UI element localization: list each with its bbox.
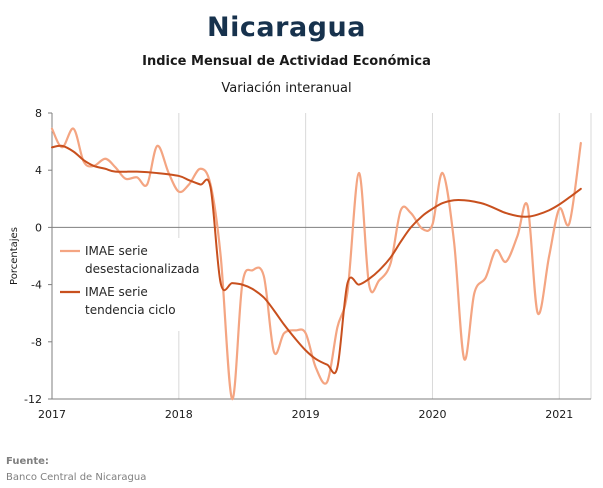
chart-subtitle: Indice Mensual de Actividad Económica <box>142 54 431 69</box>
series-line-desestacionalizada <box>50 127 582 401</box>
x-tick-label: 2018 <box>165 408 193 421</box>
x-tick-label: 2019 <box>292 408 320 421</box>
legend-item-tendencia-ciclo-label-2: tendencia ciclo <box>85 303 176 317</box>
y-tick-label: 8 <box>35 107 42 120</box>
x-tick-label: 2017 <box>38 408 66 421</box>
legend-item-desestacionalizada-label-2: desestacionalizada <box>85 262 199 276</box>
y-tick-label: 4 <box>35 164 42 177</box>
y-axis-title: Porcentajes <box>9 227 20 285</box>
y-tick-label: -12 <box>24 393 42 406</box>
legend-item-desestacionalizada-label: IMAE serie <box>85 244 148 258</box>
x-tick-label: 2020 <box>418 408 446 421</box>
legend-item-tendencia-ciclo-label: IMAE serie <box>85 285 148 299</box>
line-chart: 8 4 0 -4 -8 -12 2017 2018 2019 2020 2021 Porcentaje… <box>9 107 592 421</box>
chart-title: Nicaragua <box>207 12 366 43</box>
source-label: Fuente: <box>6 456 49 467</box>
legend-box <box>55 238 208 331</box>
y-tick-label: 0 <box>35 221 42 234</box>
y-tick-label: -4 <box>31 279 42 292</box>
y-tick-label: -8 <box>31 336 42 349</box>
source-text: Banco Central de Nicaragua <box>6 472 147 483</box>
x-tick-label: 2021 <box>545 408 573 421</box>
chart-subtitle-variation: Variación interanual <box>221 81 352 96</box>
series-line-tendencia-ciclo <box>51 144 582 375</box>
